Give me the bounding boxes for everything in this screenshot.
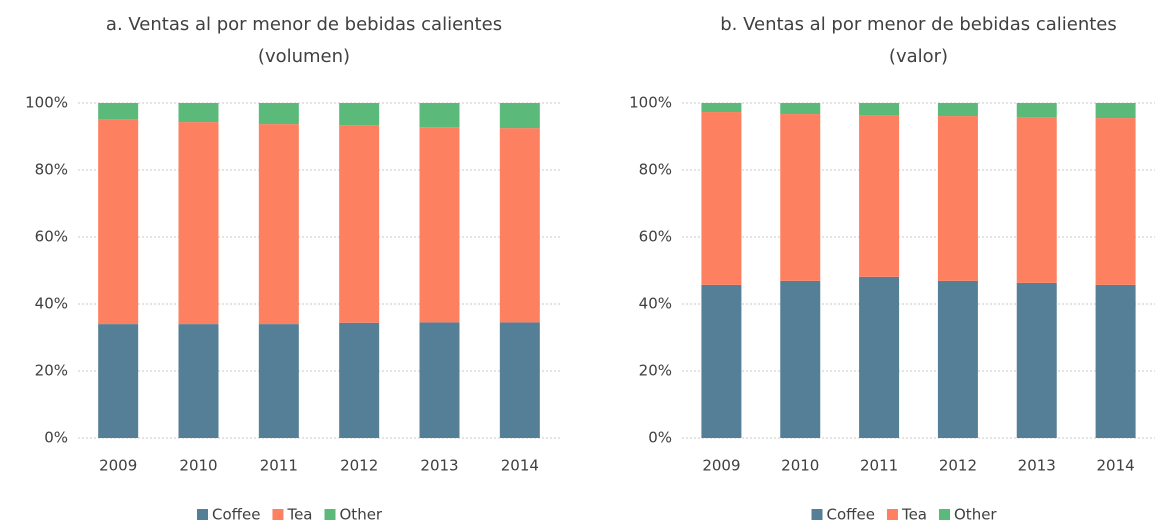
bar-segment <box>258 124 299 325</box>
bar-segment <box>701 103 742 113</box>
bar-segment <box>98 119 139 325</box>
chart-title: b. Ventas al por menor de bebidas calien… <box>720 14 1117 35</box>
legend-swatch <box>886 509 898 520</box>
bar-segment <box>859 276 900 438</box>
legend-label: Coffee <box>212 506 260 524</box>
y-tick-label: 60% <box>639 228 672 246</box>
x-tick-label: 2011 <box>260 457 298 475</box>
legend-swatch <box>811 509 823 520</box>
bar-segment <box>859 103 900 116</box>
bar-segment <box>701 284 742 438</box>
x-tick-label: 2013 <box>1018 457 1056 475</box>
bar-segment <box>1095 118 1136 285</box>
legend-label: Tea <box>286 506 312 524</box>
y-tick-label: 20% <box>35 362 68 380</box>
y-tick-label: 100% <box>25 94 68 112</box>
bar-segment <box>780 280 821 438</box>
bar-segment <box>701 112 742 285</box>
bar-segment <box>178 103 219 123</box>
x-tick-label: 2013 <box>420 457 458 475</box>
bar-segment <box>98 324 139 438</box>
y-tick-label: 100% <box>629 94 672 112</box>
legend-label: Other <box>954 506 997 524</box>
x-tick-label: 2010 <box>179 457 217 475</box>
bar-segment <box>937 103 978 117</box>
bar-segment <box>339 322 380 438</box>
bar-segment <box>499 128 540 323</box>
x-tick-label: 2009 <box>702 457 740 475</box>
bar-segment <box>937 280 978 438</box>
y-tick-label: 0% <box>648 429 672 447</box>
x-tick-label: 2011 <box>860 457 898 475</box>
bar-segment <box>937 116 978 281</box>
x-tick-label: 2014 <box>501 457 539 475</box>
y-tick-label: 80% <box>35 161 68 179</box>
bar-segment <box>1095 103 1136 119</box>
bar-segment <box>499 322 540 438</box>
bar-segment <box>258 103 299 125</box>
chart-title: (valor) <box>889 46 948 67</box>
bar-segment <box>419 322 460 438</box>
bar-segment <box>499 103 540 129</box>
legend-swatch <box>272 509 284 520</box>
legend-label: Tea <box>901 506 927 524</box>
bar-segment <box>178 122 219 325</box>
bar-segment <box>780 114 821 281</box>
bar-segment <box>98 103 139 120</box>
chart-title: (volumen) <box>258 46 350 67</box>
x-tick-label: 2014 <box>1096 457 1134 475</box>
legend-label: Coffee <box>827 506 875 524</box>
bar-segment <box>1016 103 1057 118</box>
legend-swatch <box>939 509 950 520</box>
bar-segment <box>419 103 460 128</box>
y-tick-label: 60% <box>35 228 68 246</box>
x-tick-label: 2012 <box>340 457 378 475</box>
bar-segment <box>1095 284 1136 438</box>
bar-segment <box>419 127 460 323</box>
bar-segment <box>780 103 821 115</box>
y-tick-label: 80% <box>639 161 672 179</box>
bar-segment <box>339 125 380 323</box>
bar-segment <box>178 324 219 438</box>
y-tick-label: 40% <box>639 295 672 313</box>
chart-title: a. Ventas al por menor de bebidas calien… <box>106 14 502 35</box>
legend-swatch <box>324 509 336 520</box>
x-tick-label: 2012 <box>939 457 977 475</box>
y-tick-label: 40% <box>35 295 68 313</box>
y-tick-label: 20% <box>639 362 672 380</box>
bar-segment <box>859 115 900 277</box>
bar-segment <box>339 103 380 126</box>
legend-swatch <box>197 509 208 520</box>
x-tick-label: 2010 <box>781 457 819 475</box>
bar-segment <box>1016 117 1057 283</box>
y-tick-label: 0% <box>44 429 68 447</box>
legend-label: Other <box>340 506 383 524</box>
bar-segment <box>1016 282 1057 438</box>
bar-segment <box>258 324 299 438</box>
x-tick-label: 2009 <box>99 457 137 475</box>
